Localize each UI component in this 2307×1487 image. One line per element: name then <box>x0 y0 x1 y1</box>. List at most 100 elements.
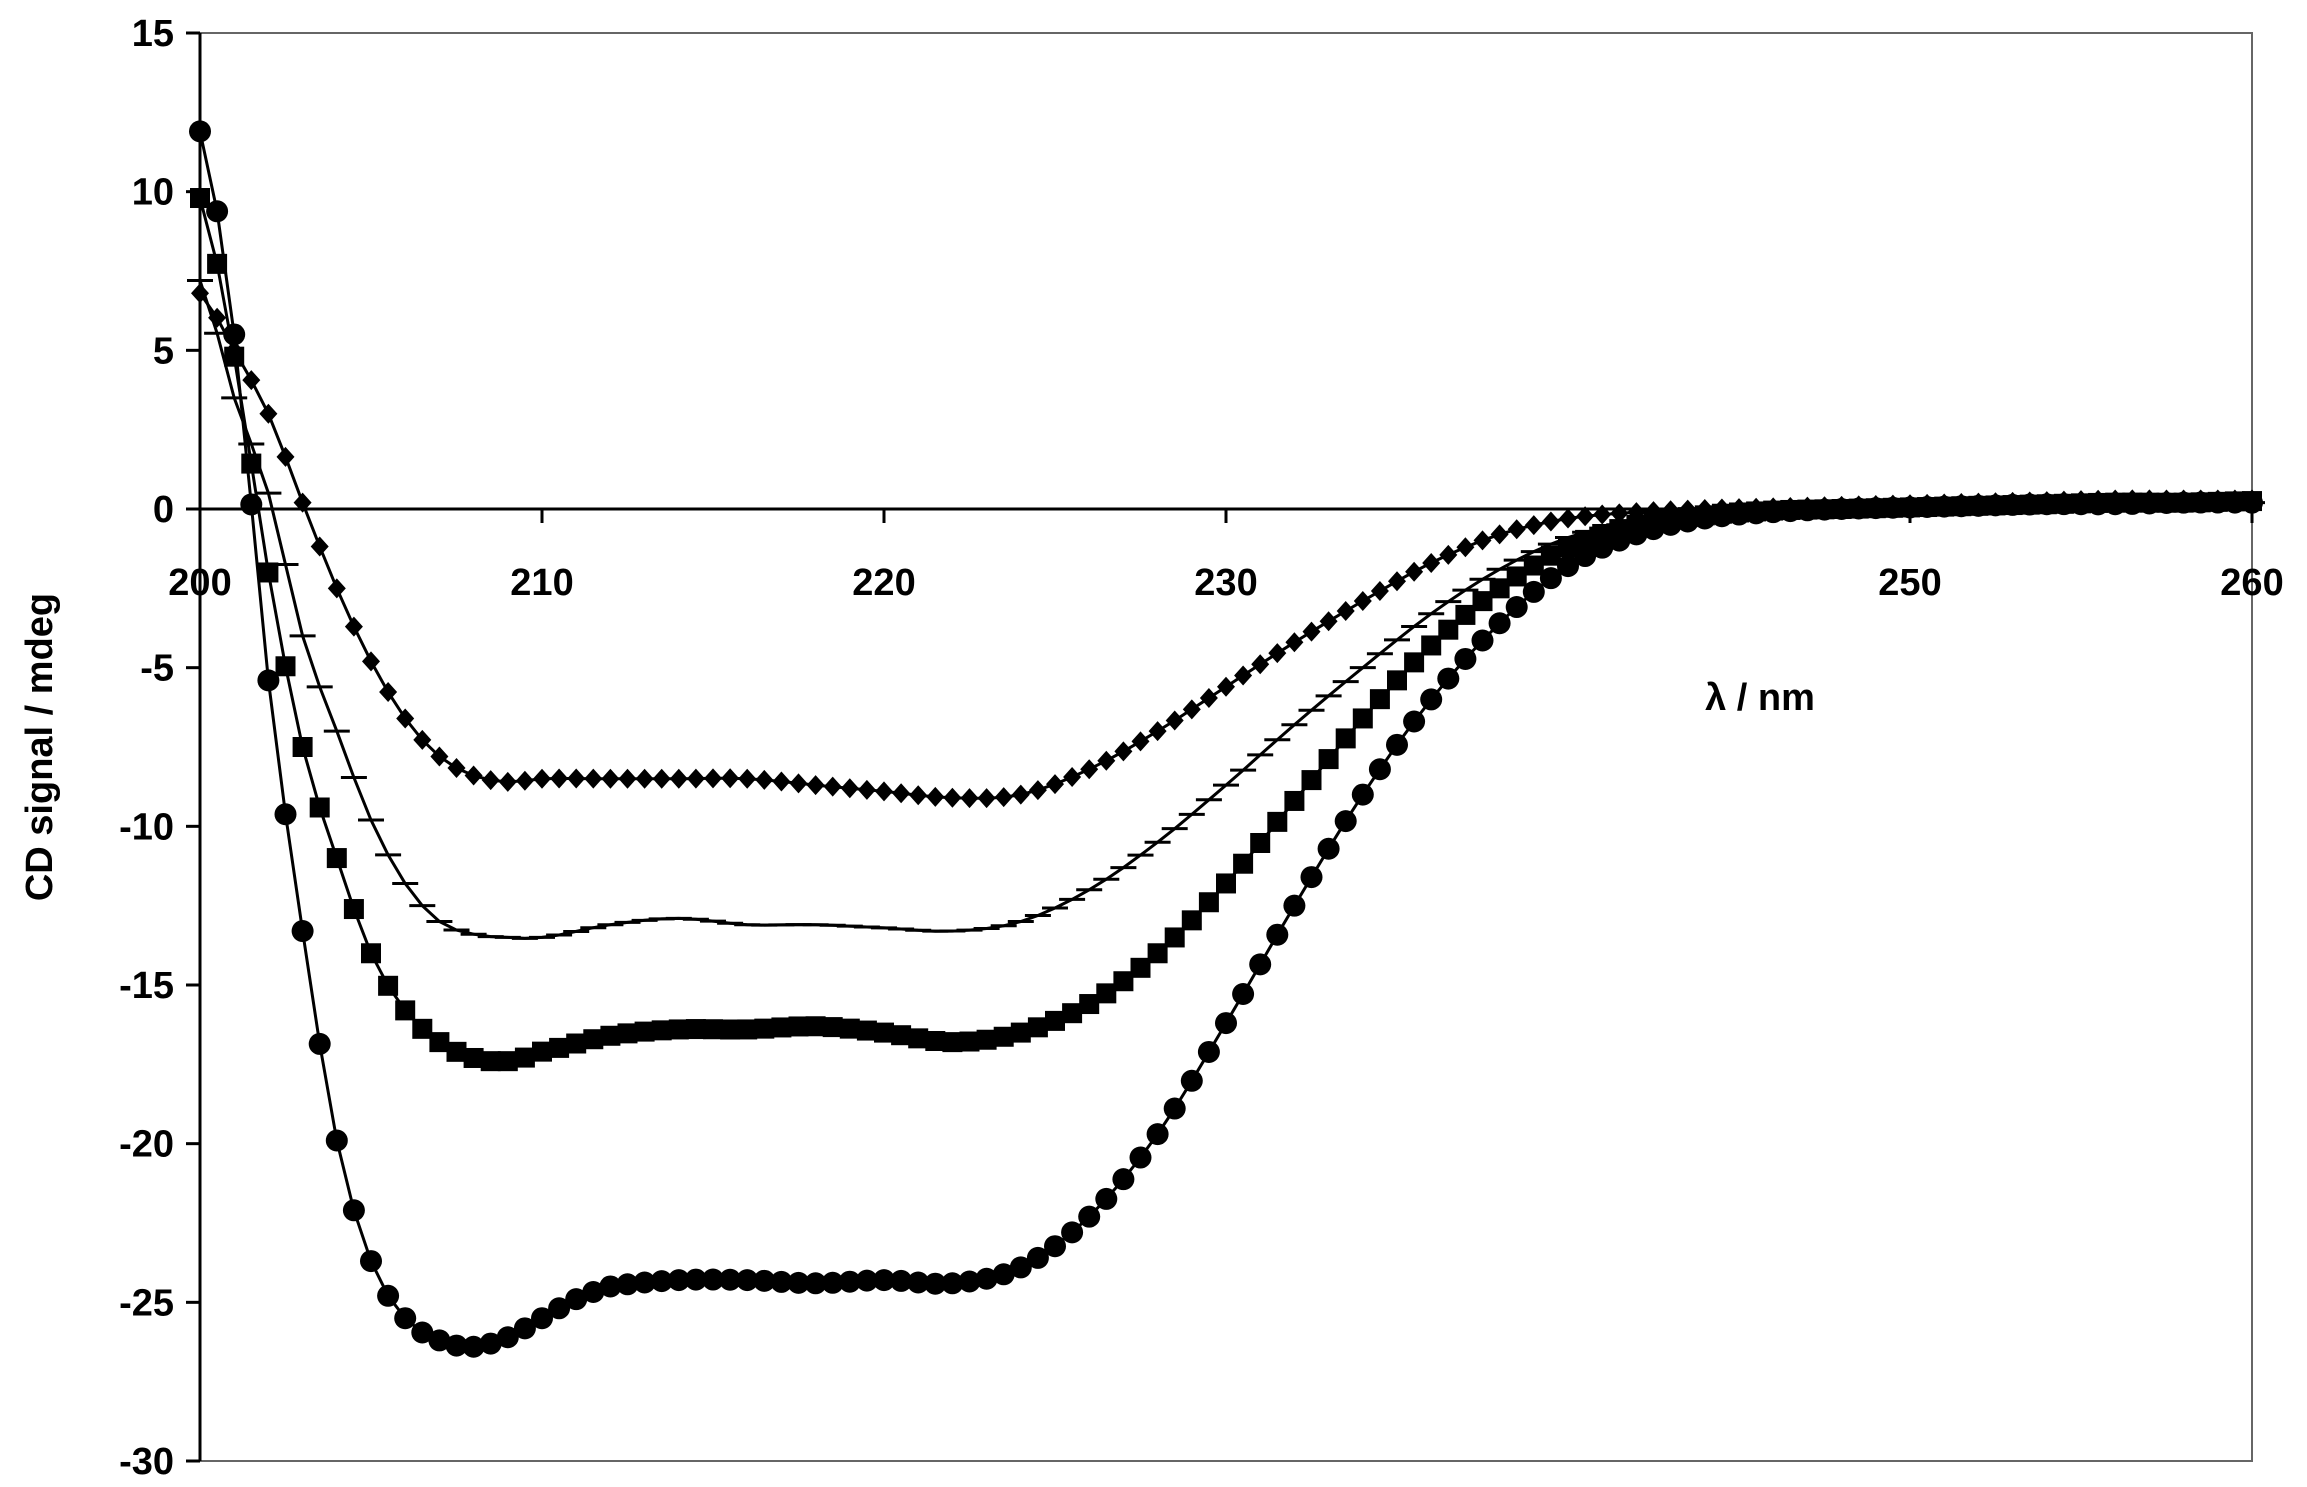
data-point <box>276 446 295 467</box>
data-point <box>413 729 432 750</box>
data-point <box>1438 619 1459 640</box>
data-point <box>1608 529 1631 552</box>
data-point <box>1404 652 1425 673</box>
data-point <box>1045 1010 1065 1031</box>
data-point <box>548 1297 571 1320</box>
data-point <box>890 1269 913 1292</box>
data-point <box>2189 491 2212 514</box>
data-point <box>618 768 637 789</box>
x-axis-title: λ / nm <box>1705 677 1815 719</box>
data-point <box>293 492 312 513</box>
data-point <box>651 1020 672 1041</box>
data-point <box>566 1033 587 1054</box>
data-point <box>1813 498 1836 521</box>
data-point <box>804 1272 827 1295</box>
data-point <box>1164 927 1185 948</box>
data-point <box>856 1020 877 1041</box>
data-point <box>1146 1123 1169 1146</box>
data-point <box>429 1032 450 1053</box>
data-point <box>326 848 347 869</box>
data-point <box>1267 811 1288 832</box>
data-point <box>1351 783 1374 806</box>
data-point <box>1591 536 1614 559</box>
data-point <box>515 770 534 791</box>
data-point <box>941 1272 964 1295</box>
data-point <box>582 1281 605 1304</box>
data-point <box>994 787 1013 808</box>
data-point <box>891 1025 912 1046</box>
data-point <box>958 1270 981 1293</box>
data-point <box>1301 770 1322 791</box>
data-point <box>1249 953 1272 976</box>
data-point <box>703 1019 723 1040</box>
x-tick-label: 200 <box>168 562 231 604</box>
data-point <box>668 1019 689 1040</box>
data-point <box>1181 910 1202 931</box>
data-point <box>684 1268 707 1291</box>
data-point <box>462 1335 485 1358</box>
data-point <box>224 346 245 367</box>
data-point <box>1984 494 2007 517</box>
data-point <box>1062 1003 1083 1024</box>
data-point <box>1182 699 1201 720</box>
data-point <box>1163 1097 1186 1120</box>
data-point <box>327 578 346 599</box>
data-point <box>875 781 893 802</box>
data-point <box>189 120 211 143</box>
data-point <box>1659 513 1682 536</box>
data-point <box>635 768 654 789</box>
y-tick-label: 10 <box>132 172 174 214</box>
data-point <box>1796 499 1819 522</box>
data-point <box>616 1273 639 1296</box>
data-point <box>1523 555 1544 576</box>
data-point <box>396 708 415 729</box>
data-point <box>1507 519 1526 540</box>
data-point <box>1148 721 1167 742</box>
data-point <box>1302 621 1321 642</box>
data-point <box>1197 1040 1220 1063</box>
data-point <box>207 253 228 274</box>
data-point <box>445 1334 468 1357</box>
data-point <box>2172 491 2195 514</box>
data-point <box>1405 561 1424 582</box>
data-point <box>1455 604 1476 625</box>
data-point <box>275 656 296 677</box>
y-tick-label: -15 <box>119 965 174 1007</box>
data-point <box>976 1029 997 1050</box>
data-point <box>241 453 262 474</box>
data-point <box>1129 1146 1152 1169</box>
data-point <box>1319 611 1338 632</box>
data-point <box>259 403 278 424</box>
data-point <box>1881 496 1904 519</box>
data-point <box>1439 544 1458 565</box>
data-point <box>1353 591 1372 612</box>
data-point <box>1370 581 1389 602</box>
data-point <box>1779 500 1802 523</box>
data-point <box>788 1016 809 1037</box>
data-point <box>2018 493 2041 516</box>
x-tick-label: 250 <box>1878 562 1941 604</box>
data-point <box>480 1051 501 1072</box>
data-point <box>362 651 380 672</box>
data-point <box>1488 612 1511 635</box>
data-point <box>377 1284 400 1307</box>
data-point <box>1217 676 1235 697</box>
data-point <box>308 1032 331 1055</box>
data-point <box>942 1032 963 1053</box>
data-point <box>1079 994 1100 1015</box>
data-point <box>1539 567 1562 590</box>
data-point <box>1489 578 1510 599</box>
data-point <box>1540 545 1561 566</box>
data-point <box>1284 790 1305 811</box>
data-point <box>787 1271 810 1294</box>
data-point <box>1044 1235 1066 1258</box>
data-point <box>1559 508 1577 529</box>
data-point <box>1422 552 1441 573</box>
data-point <box>1046 774 1064 795</box>
data-point <box>1625 523 1648 546</box>
data-point <box>1506 566 1527 587</box>
data-point <box>1250 832 1271 853</box>
data-point <box>736 1269 759 1292</box>
data-point <box>1251 654 1270 675</box>
data-point <box>1009 1256 1032 1279</box>
